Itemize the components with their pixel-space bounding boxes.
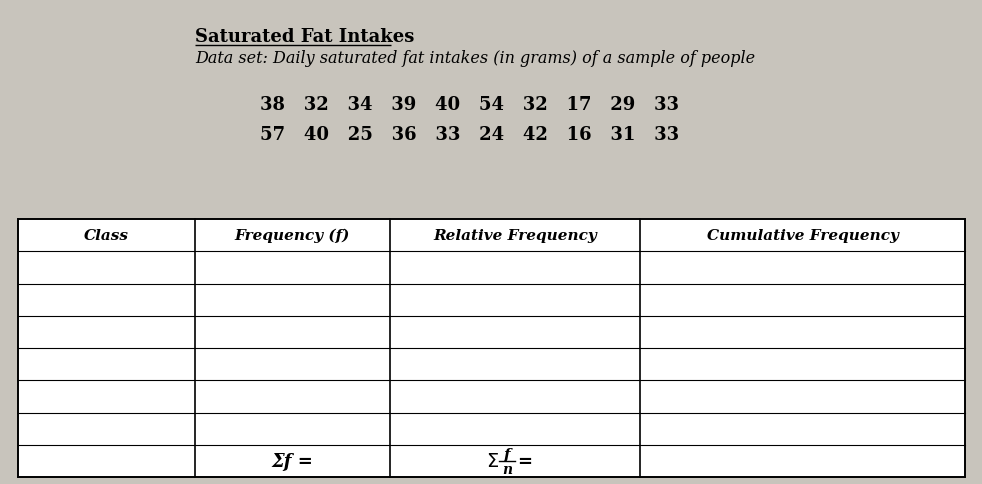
Text: Cumulative Frequency: Cumulative Frequency xyxy=(707,228,899,242)
Text: Σf =: Σf = xyxy=(272,452,313,470)
Text: Data set: Daily saturated fat intakes (in grams) of a sample of people: Data set: Daily saturated fat intakes (i… xyxy=(195,50,755,67)
Text: $\Sigma$: $\Sigma$ xyxy=(486,452,500,470)
Text: Relative Frequency: Relative Frequency xyxy=(433,228,597,242)
Text: Saturated Fat Intakes: Saturated Fat Intakes xyxy=(195,28,414,46)
Bar xyxy=(18,220,965,477)
Text: Class: Class xyxy=(84,228,129,242)
Text: Frequency (f): Frequency (f) xyxy=(235,228,351,243)
Text: 57   40   25   36   33   24   42   16   31   33: 57 40 25 36 33 24 42 16 31 33 xyxy=(260,126,680,144)
Text: n: n xyxy=(502,462,512,476)
Text: f: f xyxy=(504,447,511,461)
Text: =: = xyxy=(518,452,532,470)
Text: 38   32   34   39   40   54   32   17   29   33: 38 32 34 39 40 54 32 17 29 33 xyxy=(260,96,679,114)
